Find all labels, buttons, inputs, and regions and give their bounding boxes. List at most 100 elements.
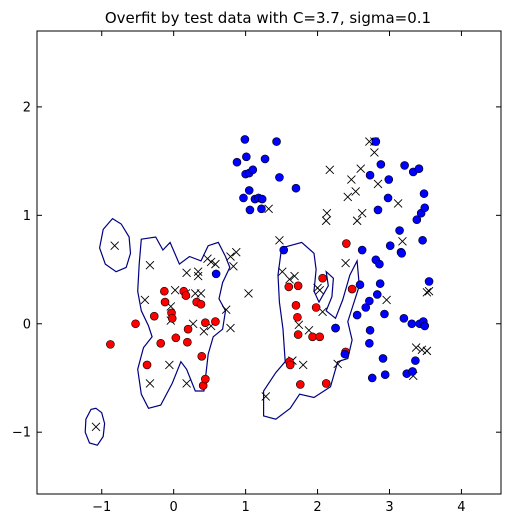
data-point-red (311, 303, 321, 312)
data-point-cross (226, 323, 235, 333)
data-point-cross (193, 267, 203, 277)
plot-frame (36, 30, 502, 495)
x-tick-label: 2 (313, 500, 321, 515)
data-point-blue (375, 259, 384, 269)
data-point-red (291, 301, 301, 310)
data-point-cross (182, 379, 191, 388)
data-point-red (284, 282, 294, 292)
data-point-blue (340, 349, 350, 359)
data-point-red (347, 284, 357, 294)
x-tick-label: −1 (92, 500, 111, 515)
data-point-blue (279, 245, 289, 255)
data-point-red (181, 291, 191, 300)
data-point-cross (370, 148, 379, 157)
data-point-blue (397, 248, 407, 258)
data-point-blue (373, 205, 383, 215)
data-point-blue (419, 189, 429, 198)
data-point-red (293, 312, 302, 322)
data-point-blue (357, 245, 367, 255)
data-point-blue (420, 321, 430, 331)
data-point-red (131, 319, 140, 329)
data-point-cross (91, 422, 101, 432)
data-point-red (171, 333, 181, 343)
x-tick-label: 4 (457, 500, 465, 515)
data-point-cross (411, 343, 421, 352)
data-point-blue (275, 173, 284, 182)
data-point-blue (384, 175, 394, 184)
data-point-cross (277, 267, 287, 277)
data-point-cross (170, 285, 180, 295)
data-point-cross (261, 392, 271, 401)
data-point-blue (372, 290, 382, 299)
decision-boundary-contour (84, 407, 106, 446)
data-point-red (211, 317, 220, 326)
data-point-blue (385, 241, 395, 250)
data-point-red (201, 318, 210, 327)
data-point-cross (298, 360, 308, 370)
data-point-red (285, 360, 295, 370)
data-point-cross (382, 295, 391, 305)
data-point-blue (361, 303, 371, 312)
data-point-cross (264, 204, 273, 214)
data-point-blue (367, 373, 377, 383)
data-point-blue (420, 203, 430, 213)
data-point-blue (355, 280, 365, 290)
y-tick-label: 0 (23, 317, 31, 332)
data-point-blue (418, 235, 427, 245)
data-point-blue (244, 186, 254, 195)
chart-title: Overfit by test data with C=3.7, sigma=0… (105, 9, 431, 27)
x-tick-label: 1 (241, 500, 249, 515)
data-point-blue (291, 183, 301, 193)
data-point-blue (365, 325, 375, 335)
data-point-red (293, 330, 303, 339)
data-point-cross (424, 286, 434, 296)
data-point-blue (378, 354, 388, 363)
data-point-cross (322, 208, 332, 218)
data-point-red (308, 332, 317, 342)
data-point-blue (375, 279, 385, 288)
data-point-red (293, 281, 303, 291)
data-point-red (142, 360, 152, 370)
x-tick-label: 3 (385, 500, 393, 515)
data-point-blue (365, 296, 374, 306)
data-point-cross (343, 192, 353, 202)
data-point-blue (407, 319, 417, 329)
data-point-blue (331, 323, 340, 333)
data-point-red (201, 374, 210, 384)
axis-ticks: −1 0 1 2 3 4 −1 0 1 2 (12, 31, 501, 515)
data-point-cross (275, 235, 284, 245)
data-point-red (197, 351, 207, 361)
data-point-cross (193, 271, 203, 281)
y-tick-label: 1 (23, 209, 31, 224)
data-point-blue (248, 165, 258, 175)
data-point-cross (357, 208, 367, 218)
data-point-cross (294, 320, 304, 330)
data-point-blue (272, 137, 281, 146)
data-point-blue (380, 370, 390, 380)
data-point-cross (393, 199, 403, 208)
data-point-red (160, 286, 169, 296)
data-point-cross (285, 274, 294, 284)
data-point-cross (145, 379, 155, 388)
data-point-blue (232, 157, 242, 167)
data-point-cross (110, 241, 120, 251)
data-point-cross (341, 258, 350, 268)
data-point-cross (325, 165, 335, 175)
data-point-red (318, 273, 327, 283)
data-point-red (156, 338, 166, 348)
data-point-blue (257, 204, 266, 214)
data-point-blue (399, 314, 409, 323)
data-point-blue (395, 226, 404, 235)
decision-boundary-contour (98, 217, 132, 273)
data-point-red (160, 297, 170, 307)
data-point-blue (365, 338, 374, 348)
data-point-blue (376, 160, 386, 169)
data-point-blue (414, 164, 424, 174)
data-point-cross (182, 268, 191, 278)
y-tick-label: 2 (23, 100, 31, 115)
data-point-red (167, 314, 177, 323)
data-point-blue (412, 215, 422, 224)
circle-points (106, 135, 434, 390)
data-point-cross (352, 216, 362, 226)
